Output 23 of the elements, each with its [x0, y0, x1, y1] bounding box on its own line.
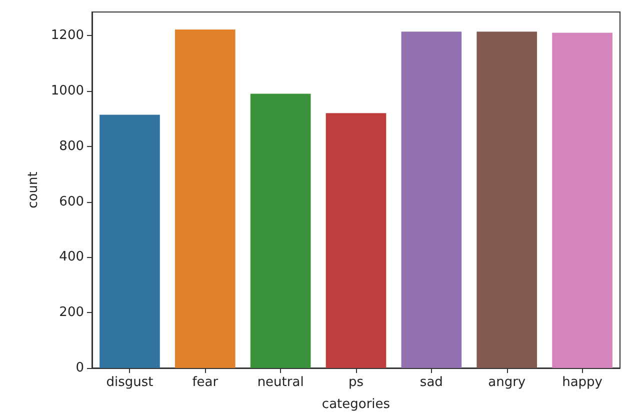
- x-tick-label: sad: [420, 375, 443, 390]
- bar: [401, 32, 462, 368]
- y-tick-label: 400: [59, 250, 84, 265]
- bar: [250, 94, 311, 368]
- y-tick-label: 1000: [50, 83, 84, 98]
- x-tick-label: disgust: [106, 375, 154, 390]
- y-tick-label: 800: [59, 138, 84, 154]
- x-tick-label: neutral: [257, 375, 304, 390]
- bar: [476, 32, 538, 368]
- x-axis-title: categories: [322, 397, 390, 412]
- x-tick-label: happy: [562, 375, 603, 390]
- y-tick-label: 1200: [50, 28, 84, 44]
- bar: [100, 114, 160, 368]
- y-tick-label: 0: [76, 360, 84, 376]
- bar: [552, 32, 612, 368]
- x-tick-label: ps: [348, 375, 364, 390]
- y-axis-title: count: [26, 172, 42, 208]
- x-tick-label: angry: [488, 375, 526, 390]
- y-tick-label: 600: [59, 194, 84, 210]
- bar: [174, 29, 236, 368]
- y-tick-label: 200: [59, 305, 84, 320]
- bar: [326, 113, 386, 368]
- x-tick-label: fear: [192, 375, 219, 390]
